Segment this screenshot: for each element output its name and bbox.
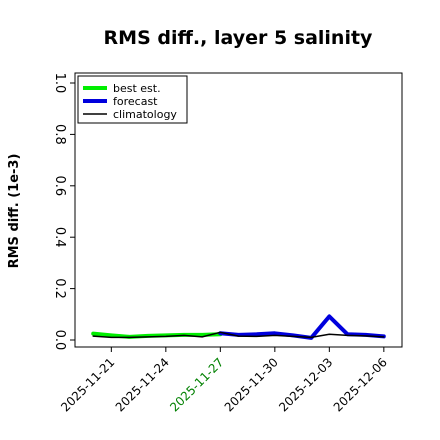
x-tick-label: 2025-11-24	[113, 355, 172, 414]
legend-label: forecast	[113, 95, 158, 108]
y-tick-label: 0.6	[52, 175, 67, 196]
series-line-best-est	[91, 331, 223, 339]
plot-frame	[74, 72, 403, 348]
y-axis-label: RMS diff. (1e-3)	[7, 154, 22, 269]
y-tick-label: 0.8	[52, 124, 67, 145]
x-tick-label: 2025-12-06	[331, 355, 390, 414]
x-tick-label: 2025-11-30	[222, 355, 281, 414]
y-tick-label: 0.2	[52, 278, 67, 299]
x-tick-label: 2025-11-27	[167, 355, 226, 414]
legend-label: best est.	[113, 82, 161, 95]
series-line-climatology	[92, 331, 385, 339]
y-axis: 0.0 0.2 0.4 0.6 0.8 1.0	[52, 73, 75, 351]
y-tick-label: 1.0	[52, 73, 67, 94]
series-line-forecast	[218, 314, 386, 340]
x-tick-label: 2025-12-03	[276, 355, 335, 414]
y-tick-label: 0.0	[52, 330, 67, 351]
chart-title: RMS diff., layer 5 salinity	[104, 27, 374, 49]
x-tick-label: 2025-11-21	[58, 355, 117, 414]
series-layer	[91, 314, 386, 340]
legend-label: climatology	[113, 108, 177, 121]
x-axis: 2025-11-212025-11-242025-11-272025-11-30…	[58, 347, 390, 414]
y-tick-label: 0.4	[52, 227, 67, 248]
